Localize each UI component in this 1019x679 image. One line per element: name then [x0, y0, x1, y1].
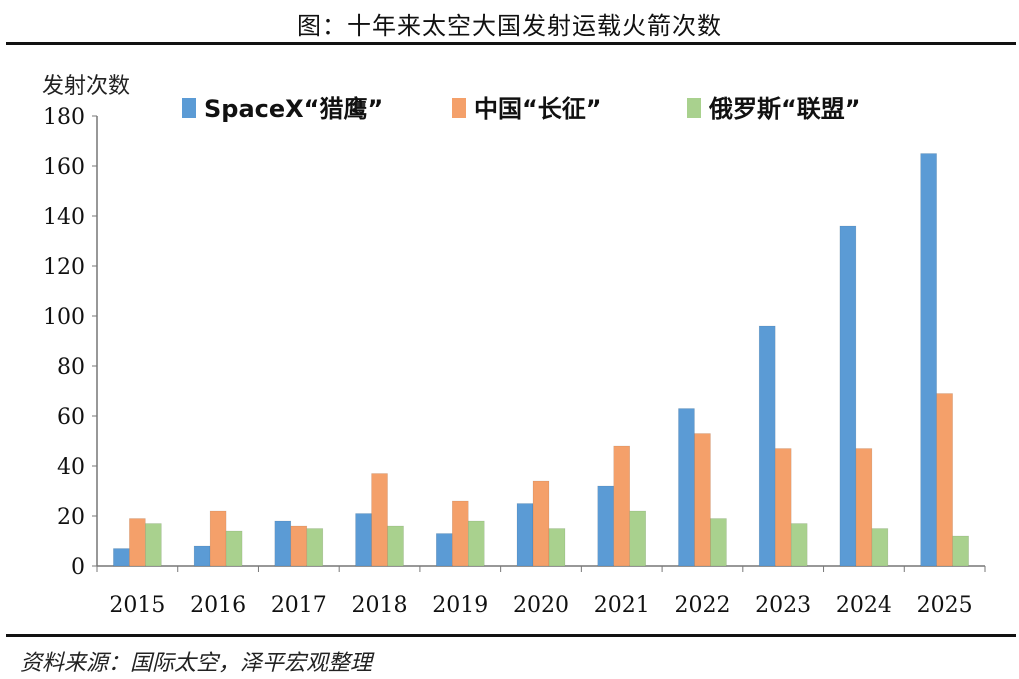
source-note: 资料来源：国际太空，泽平宏观整理 [20, 651, 373, 676]
y-tick-label: 80 [57, 355, 85, 380]
y-tick-label: 140 [43, 205, 85, 230]
legend-swatch [687, 98, 701, 118]
bar-0-2017 [274, 520, 292, 567]
x-tick-label: 2025 [917, 593, 973, 618]
bar-2-2022 [710, 518, 727, 567]
x-tick-label: 2020 [513, 593, 569, 618]
x-tick-label: 2021 [594, 593, 650, 618]
legend-swatch [182, 98, 196, 118]
legend-label: 中国“长征” [474, 95, 602, 123]
bar-1-2016 [209, 510, 227, 567]
y-tick-label: 40 [57, 455, 85, 480]
bar-1-2020 [532, 480, 550, 567]
bar-1-2022 [694, 433, 711, 567]
y-tick-label: 120 [43, 255, 85, 280]
bar-0-2019 [436, 533, 453, 567]
x-tick-label: 2019 [432, 593, 488, 618]
bar-2-2018 [387, 525, 404, 567]
bar-0-2020 [516, 503, 534, 567]
bar-2-2015 [145, 523, 162, 567]
bar-1-2025 [936, 393, 953, 567]
y-tick-label: 180 [43, 105, 85, 130]
bar-1-2017 [290, 525, 308, 567]
bar-2-2023 [790, 523, 808, 567]
bar-0-2015 [113, 548, 130, 567]
y-tick-label: 60 [57, 405, 85, 430]
bar-1-2021 [613, 445, 630, 567]
bar-1-2015 [129, 518, 146, 567]
bar-2-2024 [871, 528, 889, 567]
bar-0-2022 [678, 408, 695, 567]
x-tick-label: 2016 [190, 593, 246, 618]
y-axis-label: 发射次数 [42, 74, 130, 99]
bar-2-2019 [468, 520, 485, 567]
bar-0-2021 [597, 485, 614, 567]
bar-0-2016 [193, 545, 211, 567]
y-tick-label: 20 [57, 505, 85, 530]
x-tick-label: 2023 [755, 593, 811, 618]
bar-1-2018 [371, 473, 388, 567]
bottom-rule [6, 634, 1016, 637]
bar-2-2025 [952, 535, 969, 567]
bar-2-2020 [548, 528, 566, 567]
y-tick-label: 100 [43, 305, 85, 330]
y-tick-label: 0 [71, 555, 85, 580]
x-tick-label: 2022 [674, 593, 730, 618]
y-tick-label: 160 [43, 155, 85, 180]
bar-0-2025 [920, 153, 937, 567]
bar-2-2017 [306, 528, 324, 567]
bar-0-2018 [355, 513, 372, 567]
legend-swatch [452, 98, 466, 118]
x-tick-label: 2024 [836, 593, 892, 618]
legend-label: 俄罗斯“联盟” [708, 95, 861, 123]
top-rule [6, 42, 1016, 45]
chart-title: 图：十年来太空大国发射运载火箭次数 [297, 12, 722, 40]
bar-0-2023 [758, 325, 776, 567]
bar-1-2023 [774, 448, 792, 567]
bar-1-2019 [452, 500, 469, 567]
x-tick-label: 2017 [271, 593, 327, 618]
x-tick-label: 2018 [352, 593, 408, 618]
bar-1-2024 [855, 448, 873, 567]
bar-2-2021 [629, 510, 646, 567]
bar-0-2024 [839, 225, 857, 567]
bar-2-2016 [225, 530, 243, 567]
legend-label: SpaceX“猎鹰” [204, 95, 383, 123]
x-tick-label: 2015 [109, 593, 165, 618]
